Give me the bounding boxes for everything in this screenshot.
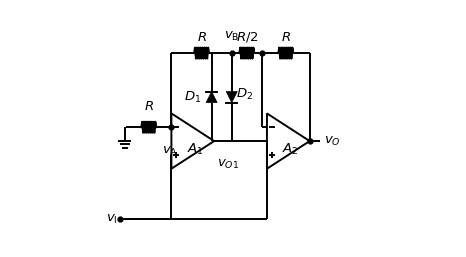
Text: $R$: $R$ — [281, 31, 291, 44]
Text: $D_1$: $D_1$ — [185, 89, 202, 105]
Text: $v_\mathrm{A}$: $v_\mathrm{A}$ — [162, 145, 178, 158]
Text: $v_\mathrm{B}$: $v_\mathrm{B}$ — [224, 30, 240, 43]
Text: $v_O$: $v_O$ — [323, 134, 340, 148]
Text: $R$: $R$ — [197, 31, 206, 44]
Text: $A_2$: $A_2$ — [282, 142, 299, 158]
Text: $v_{O1}$: $v_{O1}$ — [217, 158, 239, 170]
Text: $v_\mathrm{I}$: $v_\mathrm{I}$ — [106, 213, 117, 226]
Polygon shape — [226, 91, 237, 103]
Text: $R$: $R$ — [144, 100, 154, 113]
Polygon shape — [206, 91, 217, 103]
Text: $R/2$: $R/2$ — [236, 30, 258, 44]
Text: $A_1$: $A_1$ — [187, 142, 204, 158]
Text: $D_2$: $D_2$ — [236, 87, 254, 102]
